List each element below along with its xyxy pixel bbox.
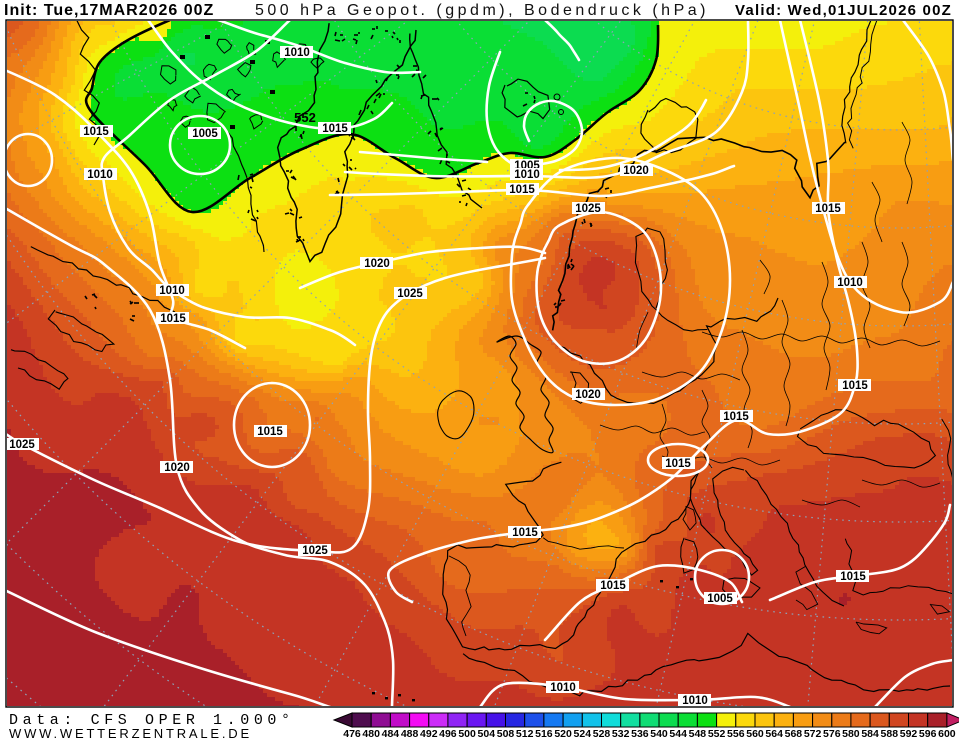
svg-text:1015: 1015: [257, 426, 283, 438]
svg-text:516: 516: [535, 728, 553, 740]
svg-text:548: 548: [689, 728, 707, 740]
svg-text:1010: 1010: [87, 169, 113, 181]
svg-text:496: 496: [439, 728, 457, 740]
svg-text:WWW.WETTERZENTRALE.DE: WWW.WETTERZENTRALE.DE: [9, 726, 252, 741]
svg-text:512: 512: [516, 728, 534, 740]
svg-text:544: 544: [669, 728, 687, 740]
svg-text:540: 540: [650, 728, 668, 740]
svg-text:552: 552: [708, 728, 726, 740]
svg-text:572: 572: [804, 728, 822, 740]
svg-text:576: 576: [823, 728, 841, 740]
svg-text:1015: 1015: [600, 580, 626, 592]
svg-text:Data: CFS OPER 1.000°: Data: CFS OPER 1.000°: [9, 712, 295, 729]
svg-text:476: 476: [343, 728, 361, 740]
svg-text:1005: 1005: [707, 593, 733, 605]
svg-text:596: 596: [919, 728, 937, 740]
svg-text:1015: 1015: [512, 527, 538, 539]
svg-text:1015: 1015: [665, 458, 691, 470]
svg-text:1025: 1025: [9, 439, 35, 451]
svg-text:1020: 1020: [364, 258, 390, 270]
svg-text:568: 568: [785, 728, 803, 740]
svg-text:1010: 1010: [550, 682, 576, 694]
svg-text:532: 532: [612, 728, 630, 740]
svg-text:1015: 1015: [509, 184, 535, 196]
svg-text:524: 524: [574, 728, 592, 740]
svg-text:592: 592: [900, 728, 918, 740]
svg-text:600: 600: [938, 728, 956, 740]
svg-text:520: 520: [554, 728, 572, 740]
svg-text:584: 584: [861, 728, 879, 740]
svg-text:536: 536: [631, 728, 649, 740]
svg-text:588: 588: [881, 728, 899, 740]
svg-text:484: 484: [382, 728, 400, 740]
svg-text:480: 480: [362, 728, 380, 740]
svg-text:1020: 1020: [575, 389, 601, 401]
svg-text:500: 500: [458, 728, 476, 740]
svg-text:492: 492: [420, 728, 438, 740]
svg-text:556: 556: [727, 728, 745, 740]
svg-text:488: 488: [401, 728, 419, 740]
svg-text:580: 580: [842, 728, 860, 740]
svg-text:1005: 1005: [192, 128, 218, 140]
svg-text:1010: 1010: [159, 285, 185, 297]
svg-text:1010: 1010: [514, 169, 540, 181]
svg-text:1010: 1010: [837, 277, 863, 289]
svg-text:1010: 1010: [682, 695, 708, 707]
svg-text:1015: 1015: [842, 380, 868, 392]
svg-text:564: 564: [765, 728, 783, 740]
svg-text:1020: 1020: [164, 462, 190, 474]
svg-text:1025: 1025: [575, 203, 601, 215]
svg-text:1015: 1015: [160, 313, 186, 325]
svg-text:528: 528: [593, 728, 611, 740]
svg-text:1015: 1015: [840, 571, 866, 583]
svg-text:Valid: Wed,01JUL2026 00Z: Valid: Wed,01JUL2026 00Z: [735, 2, 952, 19]
svg-text:1015: 1015: [723, 411, 749, 423]
svg-text:1015: 1015: [322, 123, 348, 135]
svg-text:1020: 1020: [623, 165, 649, 177]
svg-text:1025: 1025: [397, 288, 423, 300]
svg-text:1025: 1025: [302, 545, 328, 557]
svg-text:1010: 1010: [284, 47, 310, 59]
svg-text:Init: Tue,17MAR2026 00Z: Init: Tue,17MAR2026 00Z: [4, 2, 214, 19]
svg-text:1015: 1015: [83, 126, 109, 138]
svg-text:500 hPa Geopot. (gpdm), Bodend: 500 hPa Geopot. (gpdm), Bodendruck (hPa): [255, 2, 709, 19]
svg-text:504: 504: [478, 728, 496, 740]
svg-text:552: 552: [294, 110, 316, 125]
svg-text:508: 508: [497, 728, 515, 740]
svg-text:560: 560: [746, 728, 764, 740]
svg-text:1015: 1015: [815, 203, 841, 215]
